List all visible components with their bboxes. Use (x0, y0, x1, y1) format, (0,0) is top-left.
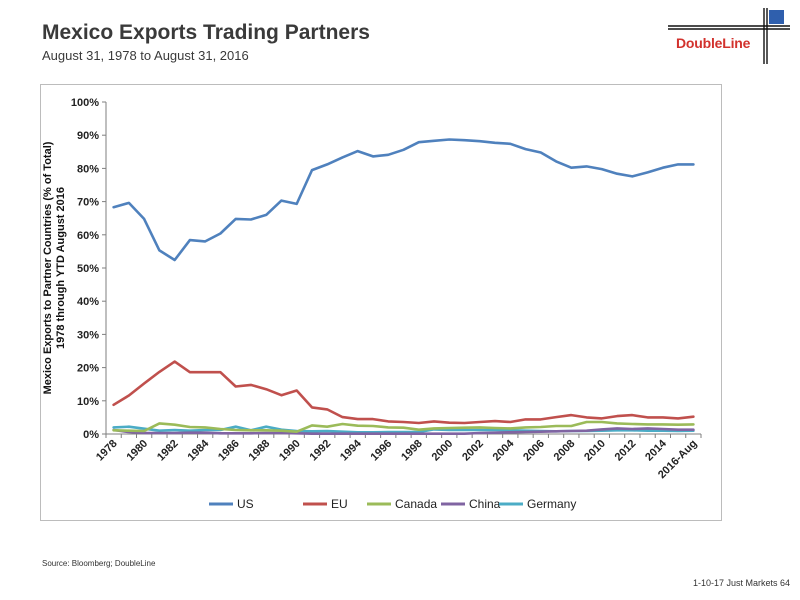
y-tick-label: 100% (71, 97, 99, 109)
x-tick-label: 1994 (338, 437, 364, 463)
x-tick-label: 1980 (124, 438, 150, 464)
y-tick-label: 20% (77, 363, 99, 375)
logo-grid-icon (668, 8, 790, 64)
x-tick-label: 2002 (460, 438, 486, 464)
x-tick-label: 1990 (277, 438, 303, 464)
chart-frame: 0% 10% 20% 30% 40% 50% 60% 70% 80% 90% 100% 1978 198… (40, 84, 722, 521)
slide-subtitle: August 31, 1978 to August 31, 2016 (42, 48, 249, 63)
x-tick-label: 1988 (247, 438, 273, 464)
y-tick-label: 90% (77, 130, 99, 142)
x-tick-label: 1996 (369, 438, 395, 464)
legend-label-us: US (237, 497, 254, 511)
x-tick-label: 2010 (582, 438, 608, 464)
x-tick-label: 1982 (155, 438, 181, 464)
series-line-us (112, 138, 695, 262)
x-tick-label: 2008 (552, 438, 578, 464)
y-axis-title-line: 1978 through YTD August 2016 (55, 187, 67, 349)
x-tick-label: 1992 (308, 438, 334, 464)
source-note: Source: Bloomberg; DoubleLine (42, 559, 156, 568)
y-axis-title: Mexico Exports to Partner Countries (% o… (42, 141, 67, 394)
logo-text: DoubleLine (676, 35, 751, 51)
y-tick-label: 30% (77, 329, 99, 341)
y-tick-label: 70% (77, 197, 99, 209)
y-tick-label: 40% (77, 296, 99, 308)
x-tick-label: 1978 (94, 438, 120, 464)
series-line-china (112, 427, 695, 436)
y-tick-label: 50% (77, 263, 99, 275)
y-tick-label: 0% (83, 429, 99, 441)
x-tick-label: 2014 (643, 437, 669, 463)
line-chart: 0%10%20%30%40%50%60%70%80%90%100%1978 198… (42, 97, 702, 511)
legend-label-germany: Germany (527, 497, 576, 511)
x-tick-label: 2012 (613, 438, 639, 464)
x-tick-label: 2006 (521, 438, 547, 464)
x-tick-label: 1986 (216, 438, 242, 464)
x-tick-label: 1984 (185, 437, 211, 463)
series-line-canada (112, 420, 695, 434)
chart-series (112, 138, 695, 436)
series-line-eu (112, 360, 695, 425)
chart-legend: US EU Canada China Germany (209, 497, 576, 511)
x-tick-label: 2004 (491, 437, 517, 463)
legend-label-eu: EU (331, 497, 348, 511)
y-tick-label: 80% (77, 163, 99, 175)
legend-label-china: China (469, 497, 501, 511)
doubleline-logo: DoubleLine (668, 8, 792, 64)
y-axis-title-line: Mexico Exports to Partner Countries (% o… (42, 141, 54, 394)
y-tick-label: 60% (77, 230, 99, 242)
legend-label-canada: Canada (395, 497, 437, 511)
x-tick-label: 1998 (399, 438, 425, 464)
y-tick-label: 10% (77, 396, 99, 408)
x-tick-label: 2000 (430, 438, 456, 464)
slide-title: Mexico Exports Trading Partners (42, 21, 370, 44)
page-footer: 1-10-17 Just Markets 64 (692, 578, 790, 588)
